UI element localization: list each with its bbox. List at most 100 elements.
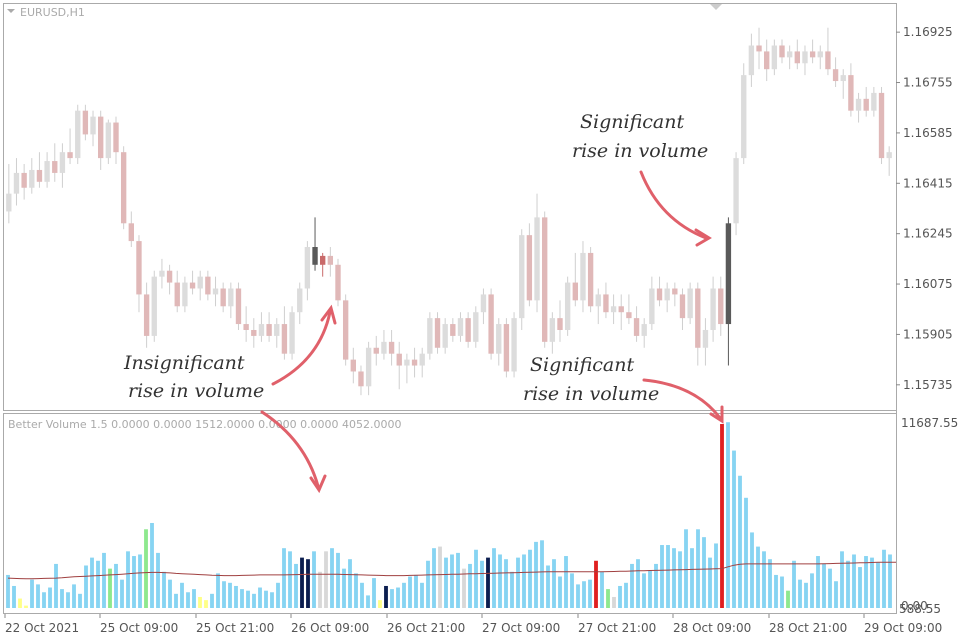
volume-bar: [744, 497, 748, 608]
annotation-line-2: rise in volume: [128, 380, 264, 402]
candle: [342, 294, 349, 366]
candle-body: [756, 45, 762, 52]
annotation-line-2: rise in volume: [572, 140, 708, 162]
volume-bar: [84, 565, 88, 608]
candle-body: [610, 306, 617, 313]
candle-body: [549, 318, 556, 342]
volume-bar: [12, 585, 16, 608]
candle: [388, 329, 395, 366]
candle: [848, 63, 854, 117]
volume-bar: [378, 600, 382, 608]
candle-body: [419, 353, 425, 366]
candle: [863, 86, 869, 117]
candle: [771, 39, 778, 76]
volume-bar: [438, 546, 442, 608]
candle-body: [733, 158, 739, 224]
candle-body: [113, 122, 119, 153]
volume-bar: [852, 554, 856, 608]
candle: [855, 92, 862, 123]
volume-bar: [450, 554, 454, 608]
volume-bar: [612, 596, 616, 608]
volume-bar: [648, 570, 652, 608]
volume-bar: [534, 541, 538, 608]
candle-body: [442, 324, 448, 348]
volume-bar: [792, 560, 796, 608]
symbol-dropdown-icon[interactable]: [7, 9, 15, 13]
candle: [733, 152, 739, 236]
candle-body: [695, 288, 701, 348]
candle: [90, 110, 96, 147]
volume-bar: [150, 522, 154, 608]
candle: [281, 306, 288, 360]
candle: [143, 282, 150, 348]
volume-bar: [768, 559, 772, 608]
candle: [411, 347, 418, 378]
volume-bar: [666, 545, 670, 608]
volume-bar: [432, 548, 436, 608]
volume-bar: [630, 563, 634, 608]
candle-body: [526, 235, 533, 301]
volume-bar: [18, 598, 22, 608]
volume-bar: [708, 557, 712, 608]
volume-bar: [288, 551, 292, 608]
candle-body: [52, 161, 58, 173]
volume-bar: [210, 593, 214, 608]
volume-bar: [570, 573, 574, 608]
candle: [572, 252, 578, 307]
volume-bar: [306, 559, 310, 608]
volume-bar: [234, 585, 238, 608]
volume-bar: [696, 529, 700, 608]
volume-bar: [42, 592, 46, 608]
candle: [756, 27, 762, 70]
candle-body: [878, 92, 885, 159]
candle: [664, 282, 670, 313]
volume-bar: [138, 554, 142, 608]
candle: [741, 63, 747, 165]
volume-bar: [222, 581, 226, 608]
time-tick-label: 27 Oct 09:00: [482, 621, 560, 635]
candle: [419, 347, 425, 378]
volume-bar: [882, 549, 886, 608]
volume-bar: [702, 537, 706, 608]
candle-body: [335, 264, 341, 301]
volume-bar: [558, 576, 562, 608]
candle: [13, 158, 20, 206]
volume-bar: [426, 560, 430, 608]
volume-bar: [516, 557, 520, 608]
candle: [381, 329, 387, 360]
volume-bar: [372, 578, 376, 608]
annotation-significant-top: Significant rise in volume: [572, 111, 708, 162]
candle: [197, 270, 203, 301]
volume-bar: [582, 581, 586, 608]
volume-bar: [420, 582, 424, 608]
candle-body: [557, 318, 563, 330]
candle: [442, 318, 448, 354]
candle-body: [679, 294, 686, 319]
volume-axis-overlap: 588.55: [899, 602, 941, 616]
candle: [871, 86, 877, 117]
candle: [687, 282, 693, 325]
volume-bar: [174, 593, 178, 608]
volume-bar: [204, 600, 208, 608]
candle: [182, 276, 188, 313]
volume-bar: [654, 563, 658, 608]
volume-bar: [78, 593, 82, 608]
price-tick-label: 1.16415: [903, 176, 953, 190]
candle: [434, 312, 441, 354]
volume-bar: [114, 563, 118, 608]
candle: [626, 294, 632, 325]
time-tick-label: 27 Oct 21:00: [578, 621, 656, 635]
candle-body: [36, 169, 43, 182]
candle-body: [44, 161, 50, 182]
candle: [98, 110, 104, 170]
volume-bar: [474, 549, 478, 608]
volume-bar: [126, 551, 130, 608]
volume-bar: [24, 605, 28, 608]
candle: [480, 288, 487, 325]
candle-body: [274, 324, 280, 336]
candle: [212, 276, 219, 307]
scroll-marker-icon[interactable]: [710, 4, 722, 10]
volume-bar: [108, 568, 112, 608]
volume-bar: [528, 549, 532, 608]
